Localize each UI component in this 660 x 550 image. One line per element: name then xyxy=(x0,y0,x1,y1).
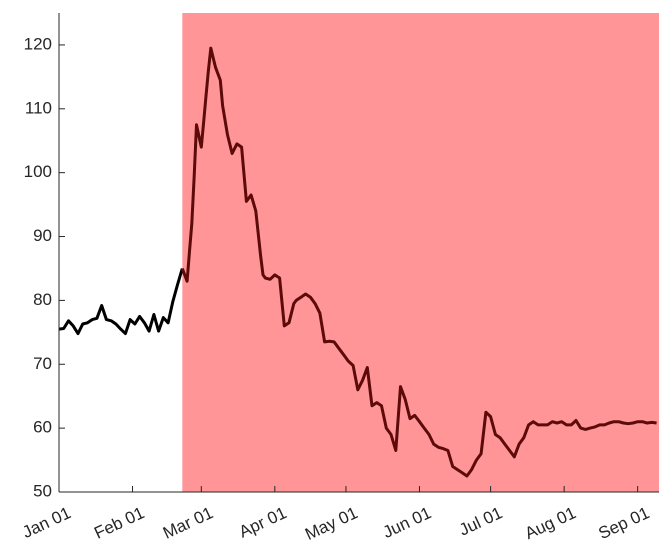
x-tick-label: May 01 xyxy=(302,503,361,544)
x-tick-label: Mar 01 xyxy=(160,503,216,543)
y-tick-label: 120 xyxy=(24,34,52,53)
x-tick-label: Aug 01 xyxy=(522,503,579,543)
x-tick-label: Jan 01 xyxy=(19,503,73,542)
y-tick-label: 100 xyxy=(24,162,52,181)
y-tick-label: 70 xyxy=(33,354,52,373)
y-tick-label: 50 xyxy=(33,481,52,500)
series-line-pre xyxy=(58,268,184,336)
y-tick-label: 80 xyxy=(33,290,52,309)
x-tick-label: Jul 01 xyxy=(456,503,505,539)
y-tick-label: 90 xyxy=(33,226,52,245)
y-ticks: 50 60 70 80 90 100 110 120 xyxy=(24,34,65,500)
y-tick-label: 60 xyxy=(33,418,52,437)
x-tick-label: Jun 01 xyxy=(380,503,434,542)
shaded-region xyxy=(182,13,659,492)
axes xyxy=(58,13,659,493)
x-tick-label: Apr 01 xyxy=(236,503,289,541)
x-ticks: Jan 01 Feb 01 Mar 01 Apr 01 May 01 Jun 01 Jul … xyxy=(19,486,652,544)
series-line-shaded xyxy=(180,46,657,478)
y-tick-label: 110 xyxy=(25,98,52,117)
x-tick-label: Sep 01 xyxy=(596,503,653,543)
series-line-group xyxy=(58,46,657,478)
x-tick-label: Feb 01 xyxy=(91,503,147,543)
